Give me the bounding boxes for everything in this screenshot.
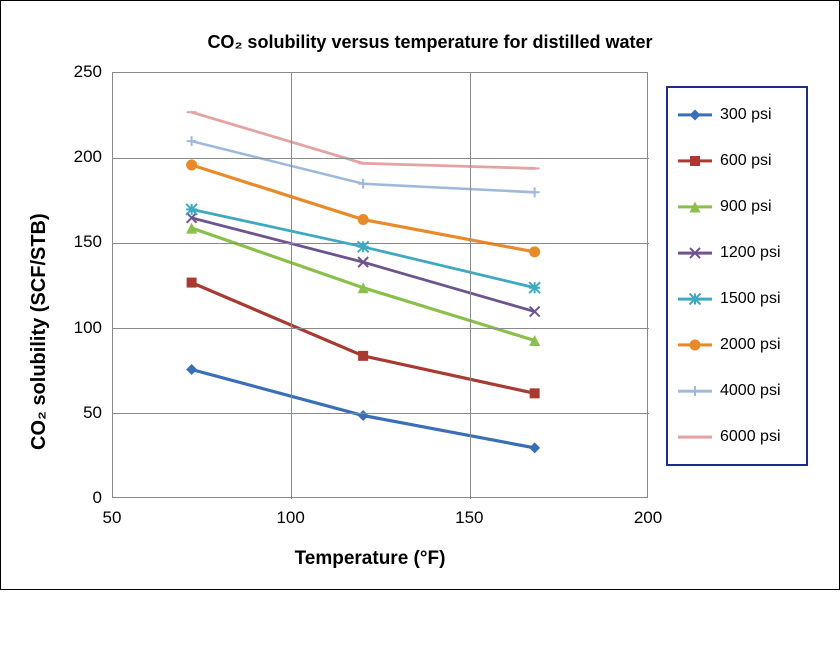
y-tick-label: 200 [74, 147, 102, 167]
legend-label: 2000 psi [720, 336, 781, 354]
series-marker [530, 307, 540, 317]
series-line [192, 165, 535, 252]
legend-item: 6000 psi [678, 428, 796, 446]
legend-label: 1200 psi [720, 244, 781, 262]
y-tick-label: 250 [74, 62, 102, 82]
series-marker [358, 179, 368, 189]
gridline-vertical [470, 73, 471, 499]
legend-swatch [678, 338, 712, 352]
series-marker [186, 160, 197, 171]
y-tick-label: 0 [93, 488, 102, 508]
legend-swatch [678, 430, 712, 444]
legend-label: 300 psi [720, 106, 772, 124]
legend-label: 600 psi [720, 152, 772, 170]
series-line [192, 141, 535, 192]
x-tick-label: 50 [103, 508, 122, 528]
series-line [192, 369, 535, 447]
gridline-horizontal [113, 328, 649, 329]
series-marker [358, 351, 368, 361]
legend-swatch [678, 154, 712, 168]
y-axis-label: CO₂ solubility (SCF/STB) [28, 213, 51, 450]
series-layer [113, 73, 649, 499]
gridline-vertical [291, 73, 292, 499]
legend-swatch [678, 108, 712, 122]
legend-swatch [678, 200, 712, 214]
series-marker [187, 278, 197, 288]
series-marker [530, 388, 540, 398]
legend-label: 900 psi [720, 198, 772, 216]
y-tick-label: 50 [83, 403, 102, 423]
series-marker [358, 214, 369, 225]
plot-area [112, 72, 648, 498]
x-tick-label: 200 [634, 508, 662, 528]
series-marker [186, 223, 197, 234]
series-marker [529, 246, 540, 257]
legend-swatch [678, 246, 712, 260]
series-marker [186, 204, 197, 215]
series-marker [358, 410, 369, 421]
chart-title: CO₂ solubility versus temperature for di… [180, 32, 680, 53]
legend-label: 1500 psi [720, 290, 781, 308]
x-axis-label: Temperature (°F) [260, 548, 480, 570]
series-line [192, 209, 535, 287]
gridline-horizontal [113, 158, 649, 159]
legend-item: 600 psi [678, 152, 796, 170]
series-marker [529, 335, 540, 346]
series-marker [187, 213, 197, 223]
series-marker [530, 187, 540, 197]
gridline-horizontal [113, 413, 649, 414]
legend-item: 900 psi [678, 198, 796, 216]
series-marker [358, 257, 368, 267]
series-marker [358, 282, 369, 293]
series-line [192, 112, 535, 168]
legend-swatch [678, 292, 712, 306]
series-marker [529, 282, 540, 293]
legend-item: 1200 psi [678, 244, 796, 262]
series-line [192, 218, 535, 312]
legend-label: 6000 psi [720, 428, 781, 446]
gridline-horizontal [113, 243, 649, 244]
series-line [192, 283, 535, 394]
y-tick-label: 100 [74, 318, 102, 338]
legend-item: 300 psi [678, 106, 796, 124]
legend-item: 2000 psi [678, 336, 796, 354]
legend: 300 psi 600 psi 900 psi 1200 psi 1500 psi 200… [666, 86, 808, 466]
y-tick-label: 150 [74, 232, 102, 252]
series-marker [186, 364, 197, 375]
legend-swatch [678, 384, 712, 398]
x-tick-label: 100 [276, 508, 304, 528]
series-marker [529, 442, 540, 453]
x-tick-label: 150 [455, 508, 483, 528]
series-marker [187, 136, 197, 146]
legend-item: 1500 psi [678, 290, 796, 308]
legend-item: 4000 psi [678, 382, 796, 400]
series-line [192, 228, 535, 340]
legend-label: 4000 psi [720, 382, 781, 400]
chart-stage: CO₂ solubility versus temperature for di… [0, 0, 840, 649]
